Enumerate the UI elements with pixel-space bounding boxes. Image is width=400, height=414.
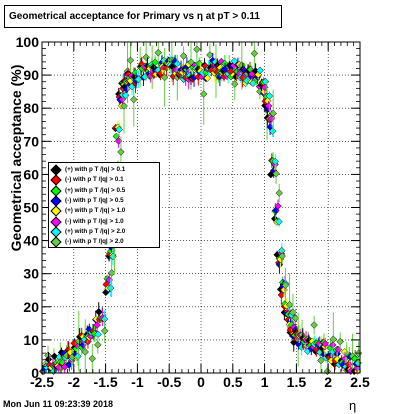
legend-marker bbox=[50, 205, 62, 217]
data-point bbox=[160, 73, 169, 82]
data-point bbox=[199, 90, 208, 98]
data-point bbox=[274, 202, 282, 210]
legend-label: (-) with p T /|q| > 0.5 bbox=[65, 196, 124, 204]
data-point bbox=[120, 102, 128, 110]
legend-label: (+) with p T /|q| > 2.0 bbox=[65, 227, 126, 235]
legend-entry: (-) with p T /|q| > 1.0 bbox=[49, 215, 161, 228]
data-point bbox=[203, 74, 212, 82]
data-point bbox=[93, 321, 101, 329]
y-tick-label: 90 bbox=[23, 67, 39, 83]
data-point bbox=[106, 284, 115, 292]
data-point bbox=[100, 327, 109, 335]
data-point bbox=[278, 252, 286, 260]
data-point bbox=[88, 354, 97, 363]
data-point bbox=[126, 56, 135, 65]
data-point bbox=[269, 109, 277, 118]
x-tick-label: -0.5 bbox=[157, 374, 181, 390]
x-tick-label: -1 bbox=[131, 374, 144, 390]
data-point bbox=[281, 281, 290, 290]
legend-marker bbox=[50, 236, 62, 248]
data-point bbox=[271, 157, 280, 166]
y-tick-label: 10 bbox=[23, 332, 39, 348]
legend-label: (+) with p T /|q| > 0.5 bbox=[65, 186, 126, 194]
data-point bbox=[115, 125, 123, 134]
data-point bbox=[142, 53, 150, 62]
legend: (+) with p T /|q| > 0.1 (-) with p T /|q|… bbox=[48, 162, 160, 248]
x-tick-label: -1.5 bbox=[94, 374, 118, 390]
data-point bbox=[130, 95, 138, 104]
legend-entry: (-) with p T /|q| > 0.5 bbox=[49, 195, 161, 207]
data-point bbox=[275, 218, 283, 226]
data-point bbox=[231, 80, 239, 88]
data-point bbox=[179, 52, 188, 60]
x-axis-label: η bbox=[349, 398, 357, 413]
legend-label: (-) with p T /|q| > 1.0 bbox=[65, 217, 124, 225]
data-point bbox=[154, 48, 163, 57]
legend-label: (+) with p T /|q| > 1.0 bbox=[65, 207, 126, 215]
data-points bbox=[38, 42, 363, 376]
data-point bbox=[268, 127, 277, 135]
data-point bbox=[81, 348, 89, 356]
x-tick-label: -2.5 bbox=[30, 374, 54, 390]
data-point bbox=[243, 77, 251, 85]
y-tick-label: 30 bbox=[23, 266, 39, 282]
x-tick-label: -2 bbox=[68, 374, 81, 390]
data-point bbox=[50, 352, 59, 361]
chart-title: Geometrical acceptance for Primary vs η … bbox=[4, 5, 282, 28]
y-tick-label: 80 bbox=[23, 100, 39, 116]
legend-entry: (+) with p T /|q| > 2.0 bbox=[49, 226, 161, 238]
y-axis-label: Geometrical acceptance (%) bbox=[8, 64, 24, 252]
x-tick-label: 0 bbox=[197, 374, 205, 390]
footer-date: Mon Jun 11 09:23:39 2018 bbox=[3, 399, 114, 409]
data-point bbox=[172, 65, 181, 74]
legend-entry: (+) with p T /|q| > 0.5 bbox=[49, 184, 161, 197]
y-tick-label: 100 bbox=[16, 34, 40, 50]
data-point bbox=[310, 321, 318, 329]
data-point bbox=[321, 340, 329, 348]
data-point bbox=[256, 66, 264, 75]
data-point bbox=[250, 49, 259, 58]
x-tick-label: 2 bbox=[324, 374, 332, 390]
data-point bbox=[264, 102, 273, 110]
axis-ticks bbox=[41, 41, 361, 374]
legend-entry: (-) with p T /|q| > 0.1 bbox=[49, 174, 161, 186]
x-tick-label: 1.5 bbox=[287, 374, 307, 390]
data-point bbox=[151, 58, 159, 67]
y-tick-label: 40 bbox=[23, 233, 39, 249]
legend-label: (-) with p T /|q| > 2.0 bbox=[65, 238, 124, 246]
data-point bbox=[74, 352, 82, 361]
legend-label: (-) with p T /|q| > 0.1 bbox=[65, 176, 124, 184]
data-point bbox=[285, 301, 294, 309]
x-tick-label: 2.5 bbox=[350, 374, 370, 390]
x-tick-label: 0.5 bbox=[223, 374, 243, 390]
data-point bbox=[193, 45, 201, 54]
data-point bbox=[117, 148, 125, 156]
data-point bbox=[272, 169, 280, 178]
data-point bbox=[275, 189, 283, 197]
x-tick-label: 1 bbox=[261, 374, 269, 390]
y-tick-label: 60 bbox=[23, 166, 39, 182]
legend-entry: (+) with p T /|q| > 0.1 bbox=[49, 164, 161, 176]
data-point bbox=[265, 92, 274, 100]
legend-entry: (+) with p T /|q| > 1.0 bbox=[49, 205, 161, 217]
y-tick-label: 70 bbox=[23, 133, 39, 149]
y-tick-label: 0 bbox=[31, 365, 39, 381]
tick-labels: -2.5 -2 -1.5 -1 -0.5 0 0.5 1 1.5 2 2.5 0 10 20 30 40 50 6… bbox=[16, 34, 370, 390]
legend-entry: (-) with p T /|q| > 2.0 bbox=[49, 236, 161, 248]
data-point bbox=[317, 356, 325, 365]
data-point bbox=[336, 337, 344, 346]
data-point bbox=[206, 51, 214, 59]
y-tick-label: 20 bbox=[23, 299, 39, 315]
data-point bbox=[94, 341, 102, 349]
data-point bbox=[168, 62, 176, 71]
legend-marker bbox=[50, 174, 62, 186]
y-tick-label: 50 bbox=[23, 200, 39, 216]
data-point bbox=[109, 252, 117, 261]
data-point bbox=[329, 335, 338, 344]
data-point bbox=[107, 269, 116, 277]
legend-label: (+) with p T /|q| > 0.1 bbox=[65, 166, 126, 173]
